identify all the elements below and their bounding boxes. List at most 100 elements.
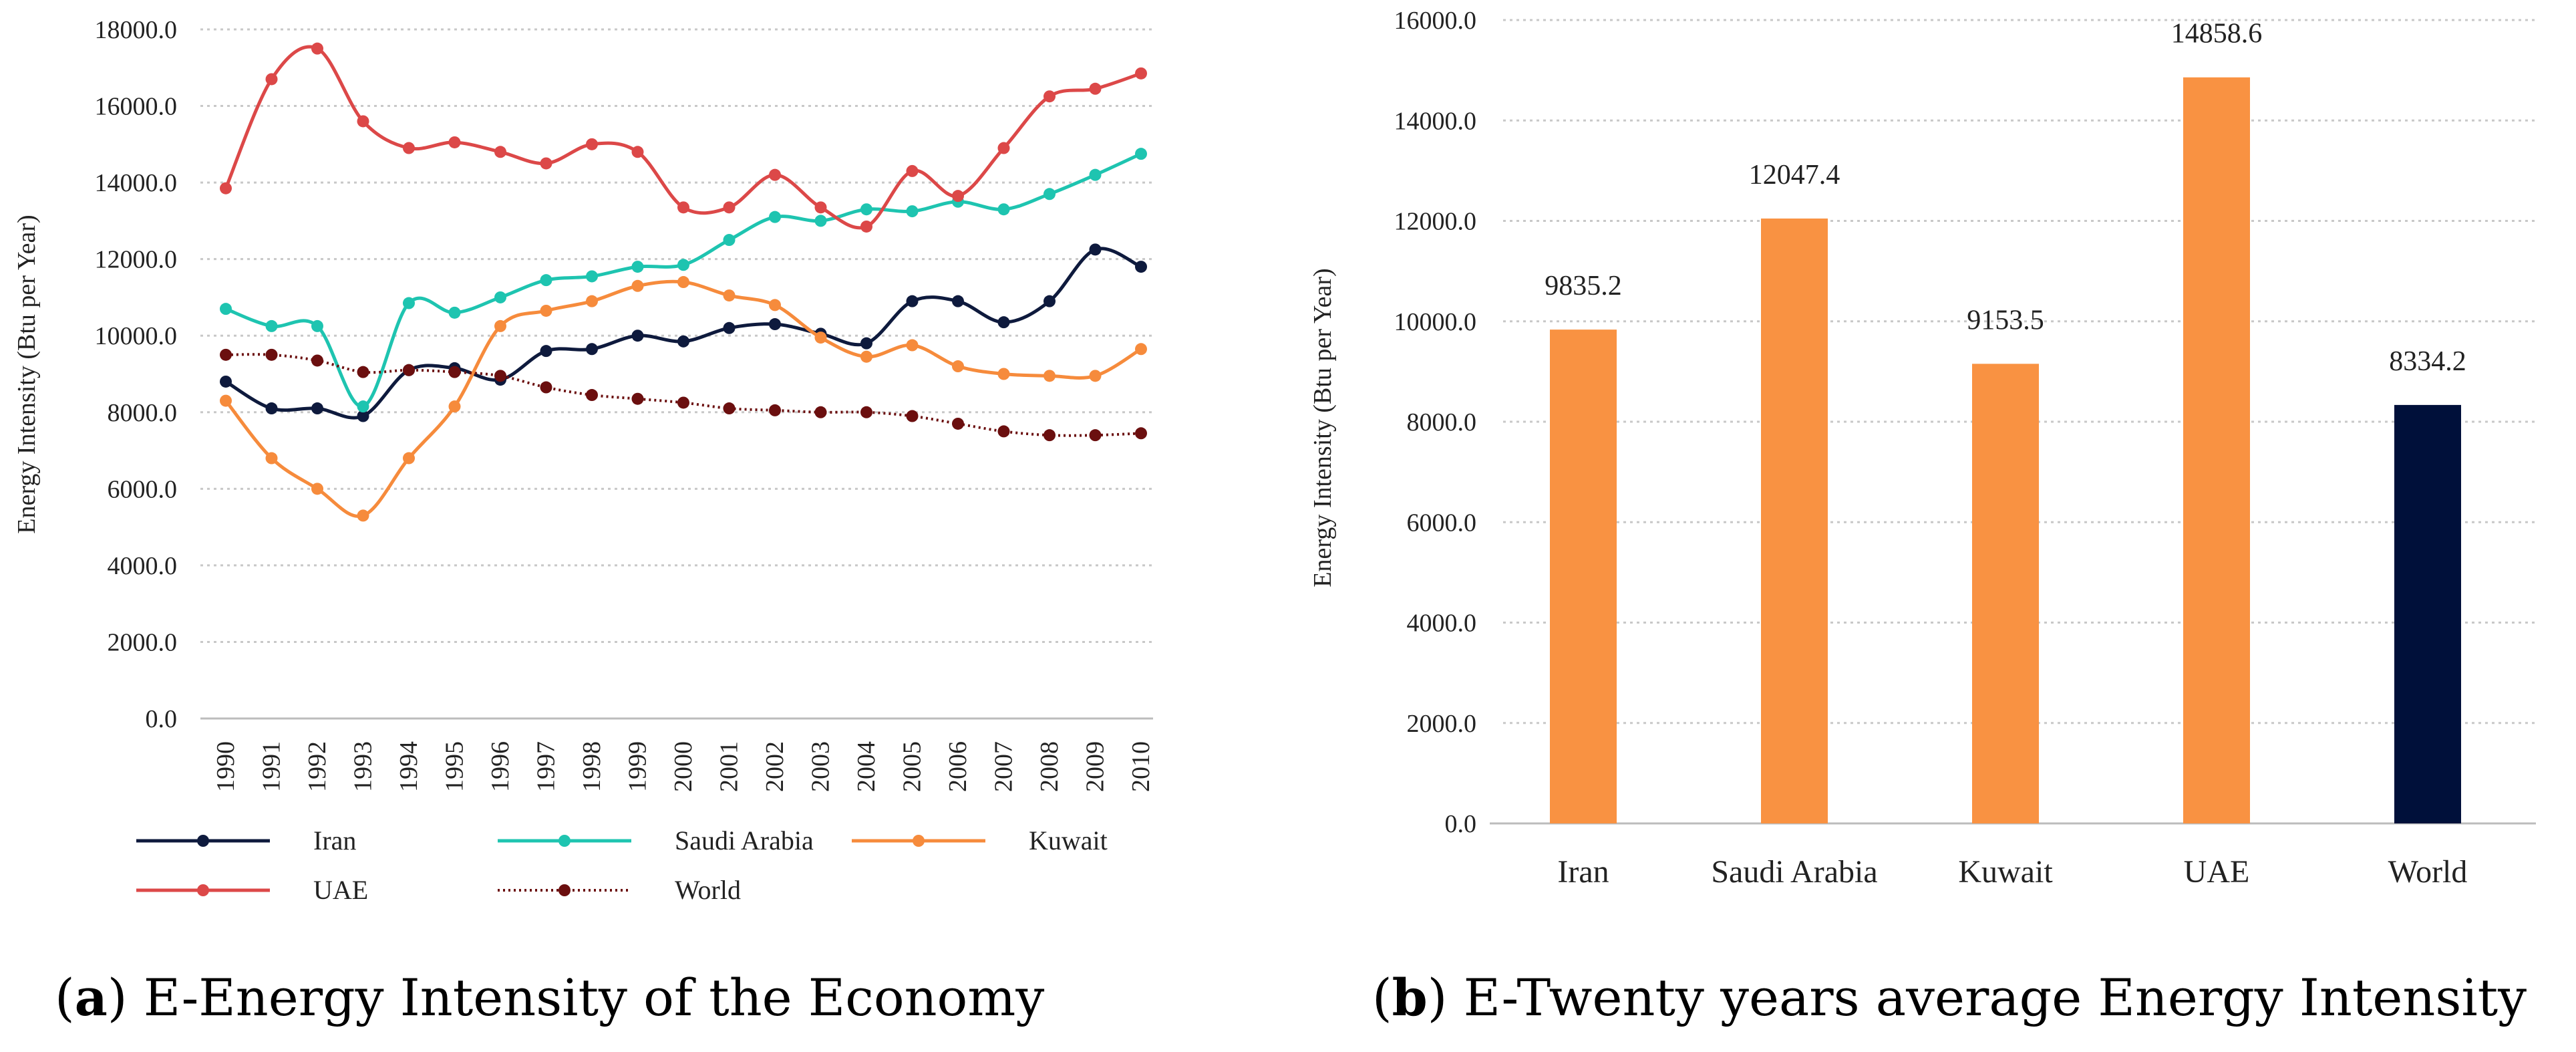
data-point [677, 259, 689, 271]
data-point [997, 316, 1010, 329]
y-tick-label: 12000.0 [95, 246, 178, 274]
data-point [677, 335, 689, 348]
bar-chart: 0.0 2000.0 4000.0 6000.0 8000.0 10000.0 12000.… [1309, 7, 2536, 890]
data-point [540, 345, 552, 358]
bar [2183, 77, 2250, 823]
data-point [265, 402, 278, 415]
data-point [586, 389, 598, 402]
legend-label: Kuwait [1029, 825, 1108, 856]
data-point [860, 203, 872, 216]
x-tick-label: 1999 [624, 741, 652, 792]
series-line [224, 247, 1142, 420]
data-point [1089, 82, 1102, 95]
data-point [952, 417, 964, 430]
x-tick-label: Kuwait [1958, 854, 2053, 890]
data-point [860, 220, 872, 233]
line-chart-panel: 0.0 2000.0 4000.0 6000.0 8000.0 10000.0 12000.… [0, 0, 1283, 1052]
data-point [1089, 243, 1102, 256]
data-point [631, 146, 644, 158]
data-point [265, 73, 278, 86]
data-point [860, 350, 872, 363]
x-tick-label: 2008 [1035, 741, 1064, 792]
data-point [723, 402, 736, 415]
y-tick-label: 16000.0 [1394, 7, 1477, 35]
caption-a-letter: a [74, 968, 108, 1027]
data-point [311, 319, 323, 332]
legend-label: UAE [313, 875, 368, 905]
caption-a: (a) E-Energy Intensity of the Economy [55, 968, 1045, 1027]
x-tick-label: 1991 [258, 741, 286, 792]
data-point [494, 291, 506, 303]
bar [1972, 364, 2039, 823]
data-point [814, 215, 827, 227]
data-point [814, 406, 827, 418]
bar-data-label: 14858.6 [2171, 19, 2263, 49]
data-point [723, 289, 736, 302]
data-point [814, 332, 827, 344]
legend-marker [197, 835, 209, 847]
data-point [1135, 261, 1147, 273]
x-tick-label: 2004 [852, 741, 880, 792]
data-point [677, 201, 689, 214]
data-point [906, 164, 919, 177]
data-point [540, 304, 552, 317]
data-point [906, 205, 919, 218]
x-tick-label: 2010 [1127, 741, 1155, 792]
data-point [952, 295, 964, 307]
data-point [448, 306, 461, 319]
data-point [1089, 429, 1102, 442]
data-point [1135, 148, 1147, 160]
legend-label: Iran [313, 825, 356, 856]
data-point [1135, 67, 1147, 80]
data-point [814, 201, 827, 214]
x-tick-label: UAE [2184, 854, 2250, 890]
y-axis-title: Energy Intensity (Btu per Year) [13, 215, 41, 533]
line-chart: 0.0 2000.0 4000.0 6000.0 8000.0 10000.0 12000.… [13, 16, 1155, 905]
data-point [1043, 188, 1056, 201]
data-point [723, 201, 736, 214]
data-point [1135, 427, 1147, 440]
legend-label: World [675, 875, 741, 905]
y-tick-label: 0.0 [1445, 810, 1477, 838]
data-point [1043, 295, 1056, 307]
data-point [586, 270, 598, 283]
data-point [1135, 343, 1147, 356]
data-point [540, 381, 552, 394]
data-point [677, 276, 689, 289]
data-point [403, 297, 415, 309]
data-point [220, 375, 232, 388]
legend-marker [558, 884, 571, 896]
legend-marker [558, 835, 571, 847]
bar [2394, 404, 2461, 823]
y-tick-label: 10000.0 [1394, 308, 1477, 336]
data-point [1089, 168, 1102, 181]
data-point [357, 400, 369, 413]
data-point [1043, 429, 1056, 442]
x-tick-label: Saudi Arabia [1711, 854, 1877, 890]
data-point [220, 182, 232, 194]
y-tick-label: 16000.0 [95, 93, 178, 121]
x-tick-label: 1992 [303, 741, 331, 792]
caption-b: (b) E-Twenty years average Energy Intens… [1372, 968, 2527, 1027]
data-point [997, 203, 1010, 216]
data-point [357, 410, 369, 422]
x-tick-label: 2009 [1082, 741, 1110, 792]
data-point [220, 394, 232, 407]
data-point [1089, 370, 1102, 382]
bar-data-label: 8334.2 [2389, 346, 2466, 377]
bar-data-label: 9835.2 [1545, 271, 1622, 301]
data-point [311, 483, 323, 495]
y-tick-label: 6000.0 [108, 475, 178, 503]
data-point [265, 348, 278, 361]
data-point [265, 319, 278, 332]
y-tick-label: 0.0 [146, 705, 178, 733]
bar [1761, 218, 1828, 823]
x-tick-label: Iran [1557, 854, 1609, 890]
x-tick-label: 2003 [807, 741, 835, 792]
data-point [952, 360, 964, 373]
data-point [723, 234, 736, 247]
y-axis-title: Energy Intensity (Btu per Year) [1309, 268, 1337, 587]
data-point [311, 402, 323, 415]
data-point [1043, 370, 1056, 382]
y-tick-label: 6000.0 [1407, 509, 1477, 537]
